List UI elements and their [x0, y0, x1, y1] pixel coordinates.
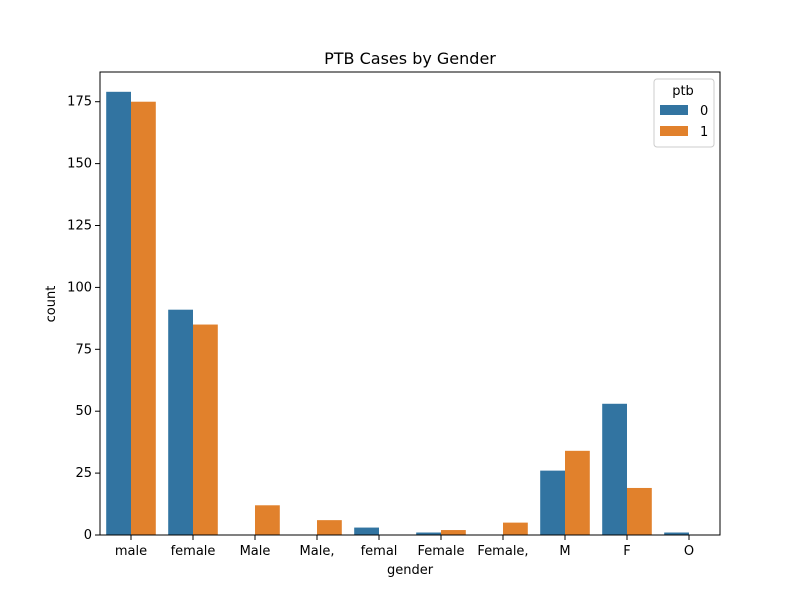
bar-male-ptb-0: [106, 91, 131, 535]
y-tick-label: 125: [67, 219, 92, 234]
x-axis-label: gender: [387, 563, 434, 578]
y-tick-label: 50: [75, 404, 92, 419]
bar-male-ptb-1: [255, 505, 280, 535]
y-tick-label: 100: [67, 280, 92, 295]
bar-f-ptb-1: [627, 487, 652, 535]
legend-label-0: 0: [700, 104, 708, 119]
bar-female-ptb-1: [193, 324, 218, 535]
y-tick-label: 75: [75, 342, 92, 357]
bar-male-ptb-1: [131, 101, 156, 535]
x-tick-label: Female: [417, 544, 464, 559]
bar-femal-ptb-0: [354, 527, 379, 535]
x-tick-label: Male: [240, 544, 271, 559]
axes-frame: [99, 71, 721, 536]
x-tick-label: Male,: [300, 544, 335, 559]
y-tick-label: 0: [84, 528, 92, 543]
bar-female-ptb-0: [168, 309, 193, 535]
x-tick-label: Female,: [477, 544, 528, 559]
x-tick-label: F: [623, 544, 630, 559]
y-tick-label: 25: [75, 466, 92, 481]
bar-o-ptb-0: [664, 532, 689, 535]
bar-m-ptb-0: [540, 470, 565, 535]
bar-female-ptb-1: [503, 522, 528, 535]
legend-swatch-1: [660, 126, 688, 136]
bar-f-ptb-0: [602, 403, 627, 535]
plot-area: 0 25 50 75 100 125 150 175 male female Male Male, fe…: [67, 71, 721, 559]
bar-male-ptb-1: [317, 520, 342, 535]
x-tick-label: male: [115, 544, 147, 559]
x-tick-label: female: [171, 544, 216, 559]
x-tick-label: femal: [361, 544, 398, 559]
legend: ptb 0 1: [653, 78, 715, 148]
bar-m-ptb-1: [565, 450, 590, 535]
chart-title: PTB Cases by Gender: [324, 49, 496, 68]
y-tick-label: 175: [67, 95, 92, 110]
y-tick-label: 150: [67, 157, 92, 172]
y-axis-label: count: [44, 286, 59, 323]
legend-label-1: 1: [700, 125, 708, 140]
legend-swatch-0: [660, 105, 688, 115]
x-tick-label: M: [559, 544, 570, 559]
x-tick-label: O: [684, 544, 694, 559]
legend-title: ptb: [672, 84, 694, 99]
bar-female-ptb-1: [441, 530, 466, 535]
bar-female-ptb-0: [416, 532, 441, 535]
